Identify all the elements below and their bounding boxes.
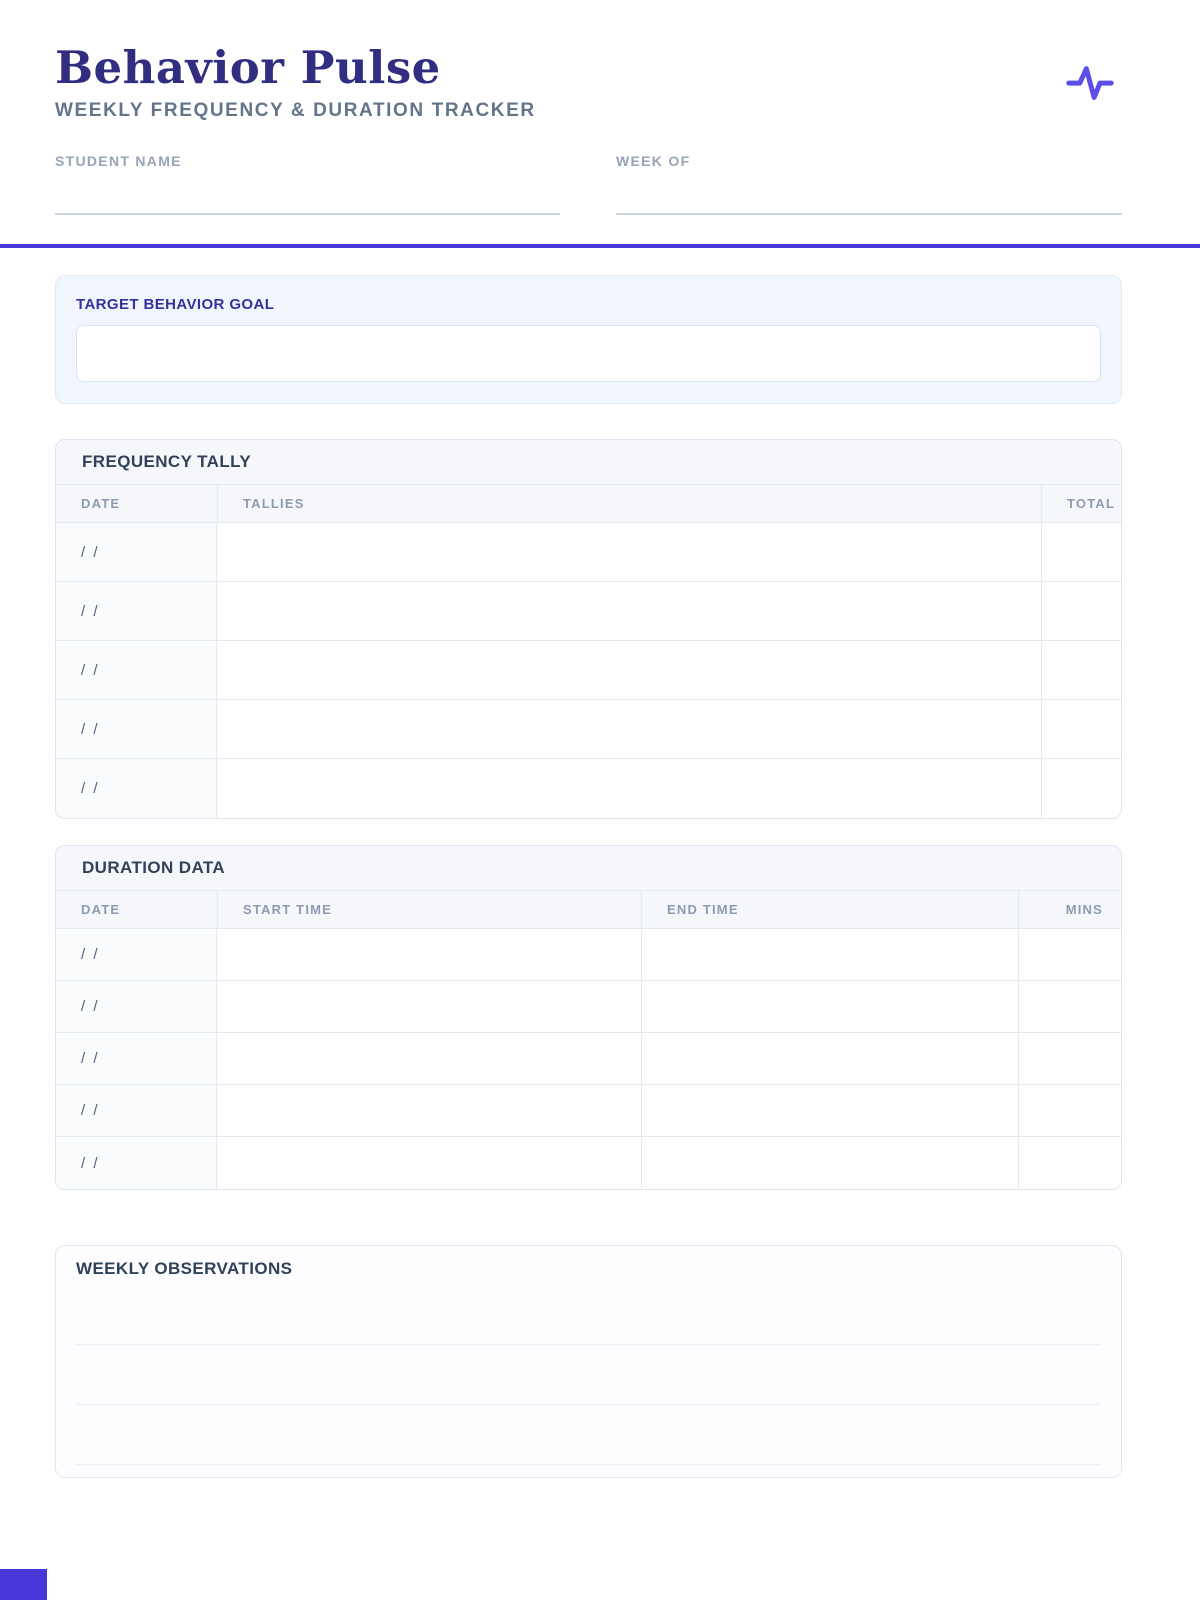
date-cell[interactable]: / / (56, 1137, 217, 1190)
accent-divider (0, 244, 1200, 249)
column-header-mins: MINS (1018, 891, 1121, 929)
date-cell[interactable]: / / (56, 1033, 217, 1085)
observation-writing-line[interactable] (76, 1405, 1101, 1466)
week-of-field: WEEK OF (616, 153, 1122, 216)
date-cell[interactable]: / / (56, 1085, 217, 1137)
tallies-cell[interactable] (217, 523, 1041, 581)
frequency-tally-header: FREQUENCY TALLY (56, 440, 1121, 485)
total-cell[interactable] (1041, 759, 1121, 819)
mins-cell[interactable] (1018, 1085, 1121, 1137)
mins-cell[interactable] (1018, 981, 1121, 1033)
duration-data-header: DURATION DATA (56, 846, 1121, 891)
weekly-observations-input[interactable] (76, 1285, 1101, 1466)
weekly-observations-section: WEEKLY OBSERVATIONS (55, 1245, 1122, 1479)
start-time-cell[interactable] (217, 1137, 641, 1189)
frequency-table-row: / / (56, 523, 1121, 583)
start-time-cell[interactable] (217, 929, 641, 980)
date-cell[interactable]: / / (56, 981, 217, 1033)
frequency-table-row: / / (56, 759, 1121, 819)
student-name-label: STUDENT NAME (55, 153, 182, 170)
column-header-date: DATE (81, 496, 121, 512)
duration-table-row: / / (56, 1085, 1121, 1138)
page-header: Behavior Pulse WEEKLY FREQUENCY & DURATI… (55, 0, 1122, 122)
target-behavior-goal-card: TARGET BEHAVIOR GOAL (55, 275, 1122, 405)
frequency-tally-section: FREQUENCY TALLY DATE TALLIES TOTAL / / /… (55, 439, 1122, 820)
week-of-label: WEEK OF (616, 153, 691, 170)
column-header-date: DATE (81, 902, 121, 918)
end-time-cell[interactable] (641, 1033, 1018, 1085)
duration-table-row: / / (56, 1137, 1121, 1190)
week-of-input[interactable] (616, 213, 1122, 216)
frequency-table-row: / / (56, 582, 1121, 642)
column-header-end-time: END TIME (641, 891, 1018, 929)
mins-cell[interactable] (1018, 1137, 1121, 1190)
student-name-field: STUDENT NAME (55, 153, 560, 216)
frequency-column-headers: DATE TALLIES TOTAL (56, 484, 1121, 524)
duration-table-row: / / (56, 1033, 1121, 1086)
frequency-table-row: / / (56, 641, 1121, 701)
end-time-cell[interactable] (641, 929, 1018, 981)
total-cell[interactable] (1041, 523, 1121, 582)
duration-table-row: / / (56, 929, 1121, 982)
duration-table-row: / / (56, 981, 1121, 1034)
tallies-cell[interactable] (217, 700, 1041, 758)
tallies-cell[interactable] (217, 641, 1041, 699)
tallies-cell[interactable] (217, 759, 1041, 818)
column-header-start-time: START TIME (217, 891, 641, 929)
total-cell[interactable] (1041, 582, 1121, 641)
start-time-cell[interactable] (217, 981, 641, 1032)
date-cell[interactable]: / / (56, 700, 217, 759)
total-cell[interactable] (1041, 700, 1121, 759)
target-behavior-goal-label: TARGET BEHAVIOR GOAL (76, 296, 275, 314)
total-cell[interactable] (1041, 641, 1121, 700)
start-time-cell[interactable] (217, 1085, 641, 1136)
page-subtitle: WEEKLY FREQUENCY & DURATION TRACKER (55, 100, 536, 122)
duration-data-title: DURATION DATA (82, 858, 226, 878)
end-time-cell[interactable] (641, 981, 1018, 1033)
observation-writing-line[interactable] (76, 1285, 1101, 1346)
date-cell[interactable]: / / (56, 759, 217, 819)
duration-column-headers: DATE START TIME END TIME MINS (56, 890, 1121, 930)
footer-accent (0, 1569, 47, 1600)
date-cell[interactable]: / / (56, 641, 217, 700)
date-cell[interactable]: / / (56, 582, 217, 641)
weekly-observations-title: WEEKLY OBSERVATIONS (76, 1259, 293, 1279)
frequency-table-row: / / (56, 700, 1121, 760)
duration-data-section: DURATION DATA DATE START TIME END TIME M… (55, 845, 1122, 1191)
tallies-cell[interactable] (217, 582, 1041, 640)
mins-cell[interactable] (1018, 1033, 1121, 1085)
column-header-total: TOTAL (1041, 485, 1121, 523)
observation-writing-line[interactable] (76, 1345, 1101, 1406)
end-time-cell[interactable] (641, 1137, 1018, 1190)
page-title: Behavior Pulse (55, 41, 441, 94)
date-cell[interactable]: / / (56, 929, 217, 981)
student-name-input[interactable] (55, 213, 560, 216)
start-time-cell[interactable] (217, 1033, 641, 1084)
mins-cell[interactable] (1018, 929, 1121, 981)
date-cell[interactable]: / / (56, 523, 217, 582)
end-time-cell[interactable] (641, 1085, 1018, 1137)
header-fields: STUDENT NAME WEEK OF (55, 153, 1122, 216)
frequency-tally-title: FREQUENCY TALLY (82, 452, 252, 472)
target-behavior-goal-input[interactable] (76, 325, 1101, 383)
column-header-tallies: TALLIES (217, 485, 1041, 523)
pulse-activity-icon (1064, 54, 1116, 108)
